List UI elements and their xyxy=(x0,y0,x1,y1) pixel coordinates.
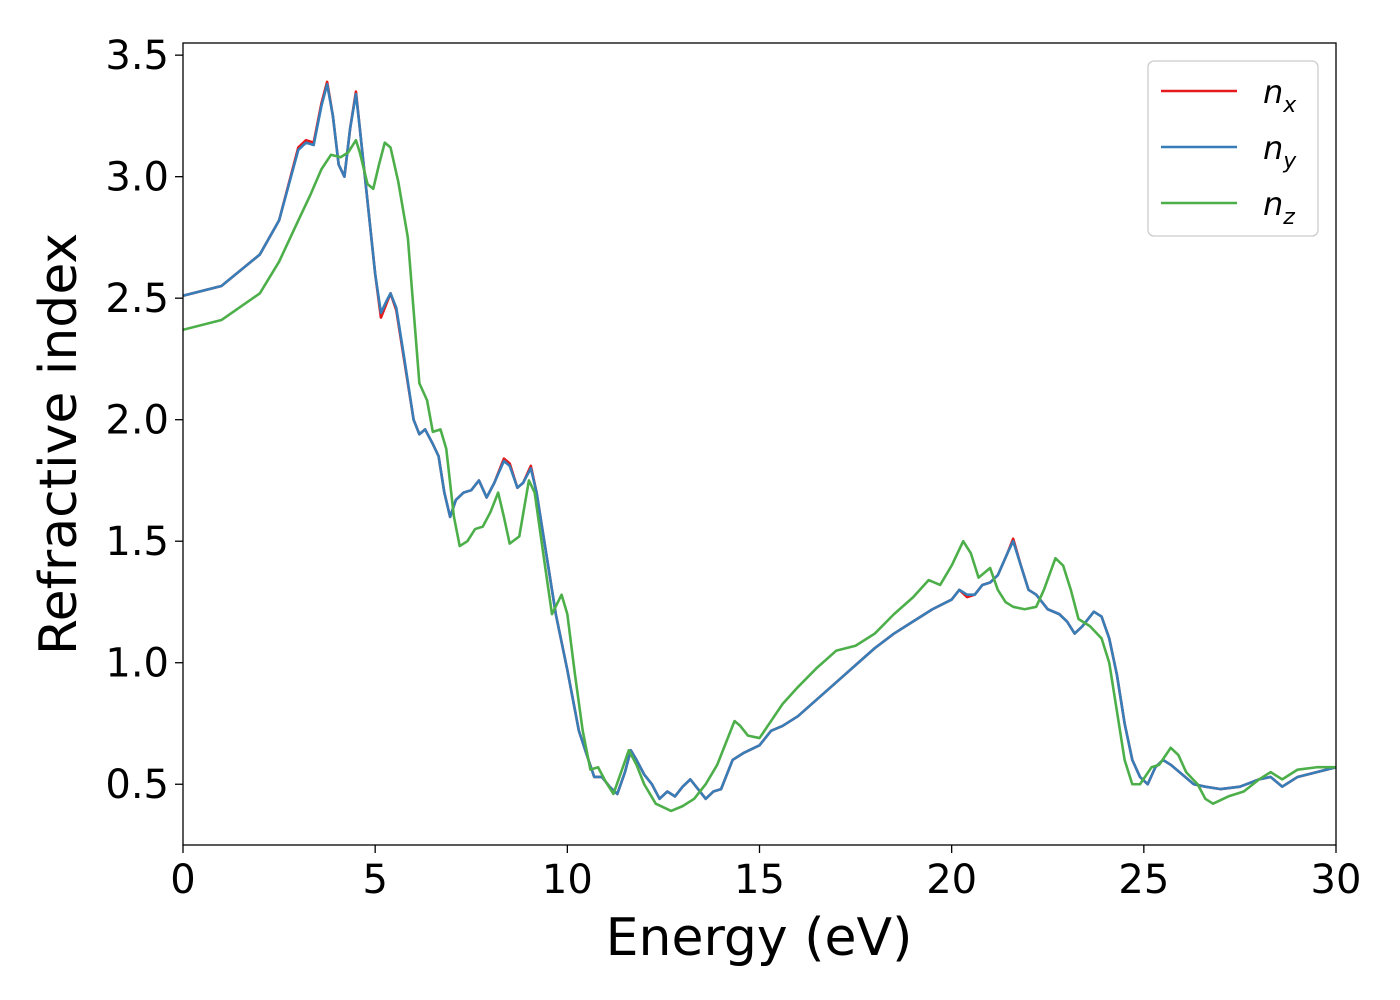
y-tick-label: 2.5 xyxy=(105,276,169,322)
x-tick-label: 30 xyxy=(1311,857,1362,903)
x-tick-label: 20 xyxy=(926,857,977,903)
legend-label-base: n xyxy=(1263,73,1283,111)
x-tick-label: 0 xyxy=(170,857,195,903)
series-line-z xyxy=(183,138,1336,813)
legend-label-base: n xyxy=(1263,129,1283,167)
y-axis: 0.5 1.0 1.5 2.0 2.5 3.0 3.5 xyxy=(105,33,183,808)
y-tick-label: 0.5 xyxy=(105,762,169,808)
legend-label: nx xyxy=(1263,73,1297,118)
legend-label-subscript: z xyxy=(1282,205,1295,230)
legend-label: ny xyxy=(1263,129,1297,174)
plot-lines xyxy=(183,80,1336,813)
legend-label-base: n xyxy=(1263,185,1283,223)
y-tick-label: 3.5 xyxy=(105,33,169,79)
x-tick-label: 10 xyxy=(542,857,593,903)
x-axis-title: Energy (eV) xyxy=(606,908,913,968)
y-tick-label: 3.0 xyxy=(105,155,169,201)
y-axis-title: Refractive index xyxy=(29,233,89,655)
legend-label: nz xyxy=(1263,185,1295,230)
y-tick-label: 1.0 xyxy=(105,641,169,687)
x-tick-label: 15 xyxy=(734,857,785,903)
y-tick-label: 2.0 xyxy=(105,398,169,444)
x-axis: 0 5 10 15 20 25 30 xyxy=(170,845,1361,903)
legend-item-y: ny xyxy=(1161,129,1297,174)
legend-label-subscript: x xyxy=(1282,93,1297,118)
legend-box xyxy=(1147,60,1319,237)
legend-label-subscript: y xyxy=(1282,149,1297,174)
series-line-y xyxy=(183,83,1336,801)
y-tick-label: 1.5 xyxy=(105,519,169,565)
legend-item-x: nx xyxy=(1161,73,1297,118)
x-tick-label: 25 xyxy=(1118,857,1169,903)
legend-item-z: nz xyxy=(1161,185,1295,230)
x-tick-label: 5 xyxy=(362,857,387,903)
